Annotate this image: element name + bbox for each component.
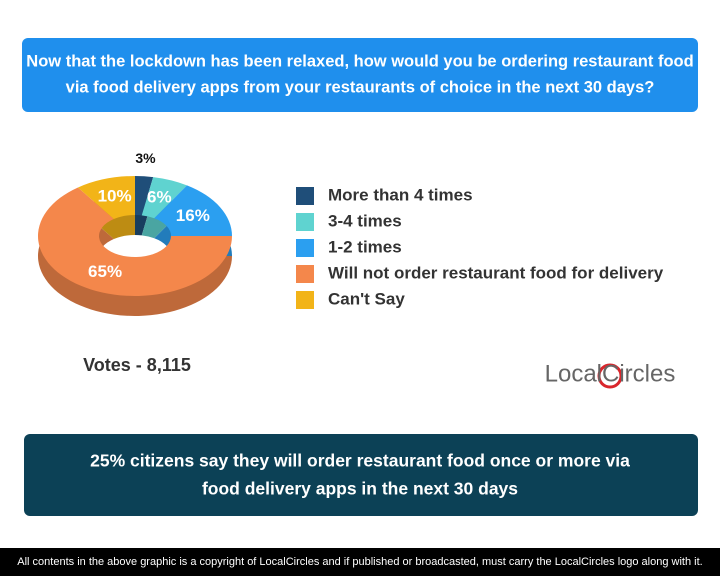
logo-icon — [597, 363, 623, 389]
legend-swatch — [296, 213, 314, 231]
legend-label: Will not order restaurant food for deliv… — [328, 263, 664, 282]
legend-swatch — [296, 187, 314, 205]
value-label: 3% — [135, 150, 156, 166]
legend-swatch — [296, 239, 314, 257]
value-label: 6% — [147, 188, 172, 207]
legend-swatch — [296, 265, 314, 283]
question-line: via food delivery apps from your restaur… — [66, 78, 655, 96]
footer: All contents in the above graphic is a c… — [17, 556, 702, 568]
summary-line: food delivery apps in the next 30 days — [202, 479, 518, 499]
slice — [38, 187, 232, 296]
votes: Votes - 8,115 — [83, 355, 191, 375]
slice — [77, 176, 135, 220]
donut-chart: 3% 6%16% 65% 10% — [37, 150, 233, 316]
value-label: 65% — [88, 262, 122, 281]
legend-swatch — [296, 291, 314, 309]
slice — [154, 185, 232, 236]
legend-label: More than 4 times — [328, 185, 473, 204]
summary-line: 25% citizens say they will order restaur… — [90, 451, 630, 471]
value-label: 16% — [176, 206, 210, 225]
legend-label: Can't Say — [328, 289, 405, 308]
summary-box — [24, 434, 698, 516]
question-box — [22, 38, 698, 112]
legend-label: 3-4 times — [328, 211, 402, 230]
footer-bar — [0, 548, 720, 576]
legend-label: 1-2 times — [328, 237, 402, 256]
question-line: Now that the lockdown has been relaxed, … — [26, 52, 693, 70]
value-label: 10% — [98, 187, 132, 206]
legend: More than 4 times 3-4 times 1-2 times Will … — [296, 185, 664, 309]
slice — [135, 176, 154, 216]
slice — [141, 177, 187, 219]
logo: LocalCircles — [545, 360, 676, 387]
